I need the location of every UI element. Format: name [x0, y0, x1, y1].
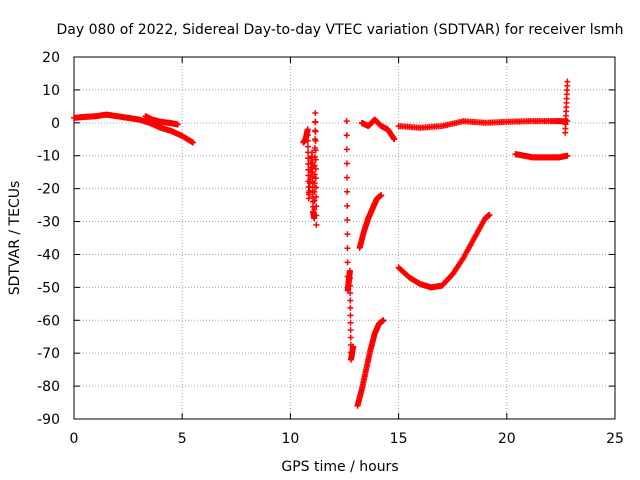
- data-point-interp: [347, 290, 354, 297]
- series-arc-4: [343, 118, 357, 363]
- data-point-interp: [347, 327, 354, 334]
- data-point-interp: [313, 193, 320, 200]
- y-tick-label: -70: [37, 346, 60, 362]
- data-point-interp: [304, 143, 311, 150]
- data-point-interp: [312, 119, 319, 126]
- y-tick-label: 10: [42, 83, 60, 99]
- data-point-interp: [304, 132, 311, 139]
- data-point: [391, 136, 398, 143]
- data-point-interp: [344, 245, 351, 252]
- data-point: [564, 78, 571, 85]
- y-tick-label: -90: [37, 412, 60, 428]
- series-arc-11: [562, 78, 571, 136]
- series-arc-1: [71, 111, 197, 146]
- data-point-interp: [347, 334, 354, 341]
- data-point-interp: [312, 147, 319, 154]
- data-point-interp: [312, 128, 319, 135]
- x-tick-label: 5: [178, 431, 187, 447]
- data-point-interp: [311, 206, 318, 213]
- data-point: [486, 211, 493, 218]
- data-point-interp: [313, 212, 320, 219]
- data-point-interp: [312, 156, 319, 163]
- data-point: [343, 118, 350, 125]
- x-tick-label: 25: [606, 431, 624, 447]
- data-point: [313, 221, 320, 228]
- data-point: [174, 121, 181, 128]
- series-arc-3: [300, 109, 320, 228]
- data-point-interp: [312, 137, 319, 144]
- series-arc-2: [142, 113, 181, 128]
- data-point-interp: [343, 132, 350, 139]
- data-point: [378, 192, 385, 199]
- x-tick-label: 0: [70, 431, 79, 447]
- chart-title: Day 080 of 2022, Sidereal Day-to-day VTE…: [57, 22, 624, 38]
- data-point-interp: [313, 184, 320, 191]
- data-point-interp: [347, 319, 354, 326]
- data-point-interp: [313, 203, 320, 210]
- y-tick-label: -20: [37, 182, 60, 198]
- y-tick-label: -60: [37, 313, 60, 329]
- y-tick-label: -50: [37, 280, 60, 296]
- data-point-interp: [344, 174, 351, 181]
- y-axis-label: SDTVAR / TECUs: [7, 181, 23, 296]
- data-point-interp: [311, 197, 318, 204]
- data-point-interp: [311, 180, 318, 187]
- data-point-interp: [347, 304, 354, 311]
- series-arc-6: [356, 192, 385, 251]
- series-arc-5: [354, 317, 387, 409]
- data-point-interp: [343, 160, 350, 167]
- data-points: [71, 78, 571, 409]
- data-point: [350, 343, 357, 350]
- data-point-interp: [347, 282, 354, 289]
- data-point-interp: [344, 231, 351, 238]
- data-point: [312, 109, 319, 116]
- y-tick-label: -40: [37, 247, 60, 263]
- data-point-interp: [344, 259, 351, 266]
- series-arc-8: [395, 211, 493, 291]
- x-axis-label: GPS time / hours: [281, 459, 398, 475]
- data-point: [346, 267, 353, 274]
- x-tick-label: 15: [390, 431, 408, 447]
- data-point-interp: [311, 171, 318, 178]
- data-point: [304, 126, 311, 133]
- data-point-interp: [347, 297, 354, 304]
- data-point-interp: [304, 137, 311, 144]
- data-point-interp: [344, 202, 351, 209]
- data-point-interp: [311, 188, 318, 195]
- x-tick-label: 10: [281, 431, 299, 447]
- y-tick-label: -30: [37, 215, 60, 231]
- y-tick-label: -10: [37, 149, 60, 165]
- data-point-interp: [312, 165, 319, 172]
- y-tick-label: -80: [37, 379, 60, 395]
- y-tick-label: 20: [42, 50, 60, 66]
- data-point-interp: [343, 146, 350, 153]
- data-point: [190, 139, 197, 146]
- data-point-interp: [347, 312, 354, 319]
- data-point-interp: [344, 188, 351, 195]
- series-arc-10: [512, 151, 571, 161]
- data-point-interp: [344, 217, 351, 224]
- plot-frame: [73, 56, 616, 420]
- grid-lines: [74, 57, 615, 419]
- x-tick-label: 20: [498, 431, 516, 447]
- axis-ticks: 0 5 10 15 20 25 20 10 0 -10 -20 -30 -40 -50 -60 -70 -80 -…: [37, 50, 624, 447]
- data-point-interp: [347, 275, 353, 282]
- data-point-interp: [305, 155, 312, 162]
- data-point: [380, 317, 387, 324]
- data-point-interp: [312, 175, 319, 182]
- data-point: [564, 152, 571, 159]
- series-arc-9: [395, 118, 571, 131]
- series-arc-7: [358, 116, 398, 143]
- y-tick-label: 0: [51, 116, 60, 132]
- data-point-interp: [311, 162, 318, 169]
